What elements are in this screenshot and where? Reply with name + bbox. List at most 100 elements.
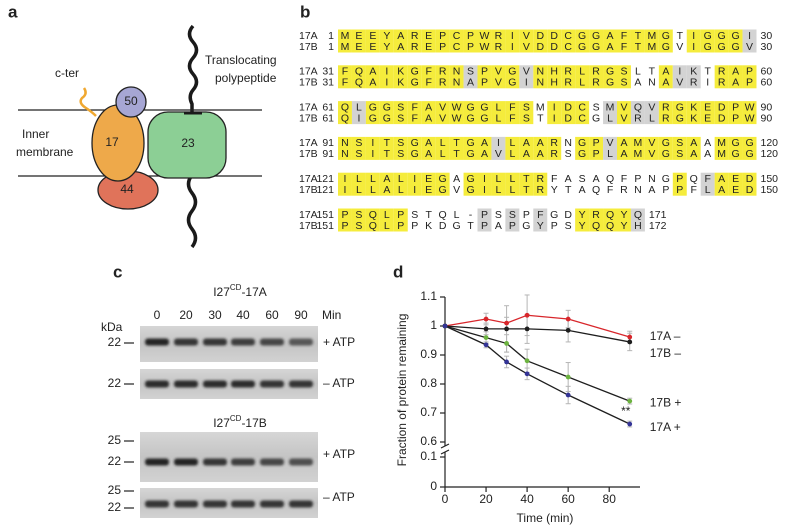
- residue: H: [550, 77, 558, 89]
- marker-label: 22: [108, 500, 122, 514]
- shade: [477, 136, 492, 160]
- shade: [435, 172, 450, 196]
- residue: I: [511, 41, 514, 53]
- shade: [575, 29, 590, 53]
- lanes-unit: Min: [322, 308, 341, 322]
- condition-label: – ATP: [323, 376, 355, 390]
- shade: [658, 101, 673, 125]
- shade: [533, 136, 548, 160]
- residue: Y: [620, 220, 627, 232]
- residue: A: [537, 148, 544, 160]
- point: [524, 312, 530, 318]
- residue: Q: [634, 209, 642, 221]
- residue: C: [564, 41, 572, 53]
- residue: N: [648, 77, 656, 89]
- shade: [547, 29, 562, 53]
- residue: P: [593, 148, 600, 160]
- residue: T: [384, 148, 391, 160]
- residue: N: [341, 148, 349, 160]
- residue: G: [578, 30, 586, 42]
- gel: [140, 326, 318, 362]
- residue: S: [676, 148, 683, 160]
- residue: G: [369, 101, 377, 113]
- gel-band: [145, 458, 169, 466]
- residue: G: [662, 173, 670, 185]
- gel-band: [145, 500, 169, 508]
- polypeptide: [186, 24, 199, 249]
- residue: A: [397, 41, 404, 53]
- gel-band: [260, 338, 284, 346]
- residue: S: [355, 209, 362, 221]
- series-line: [444, 325, 631, 425]
- residue: P: [634, 173, 641, 185]
- residue: T: [704, 66, 711, 78]
- residue: E: [732, 184, 739, 196]
- residue: A: [620, 148, 627, 160]
- gel-band: [260, 380, 284, 388]
- gels: 0 20 30 40 60 90 22 + ATP 22 – ATP 25 22 + ATP 25 22 – …: [108, 308, 355, 518]
- gel-band: [231, 500, 255, 508]
- residue: F: [704, 173, 710, 185]
- x-tick-label: 60: [561, 492, 575, 506]
- residue: P: [467, 41, 474, 53]
- residue: P: [509, 220, 516, 232]
- c-ter-label: c-ter: [55, 66, 79, 80]
- residue: K: [397, 77, 404, 89]
- shade: [463, 136, 478, 160]
- shade: [365, 29, 380, 53]
- residue: G: [731, 137, 739, 149]
- residue: A: [425, 137, 432, 149]
- residue: P: [662, 184, 669, 196]
- shade: [672, 65, 687, 89]
- shade: [407, 172, 422, 196]
- residue: G: [731, 148, 739, 160]
- shade: [603, 101, 617, 125]
- shade: [603, 208, 617, 232]
- residue: A: [523, 137, 530, 149]
- residue: R: [495, 41, 503, 53]
- residue: S: [467, 66, 474, 78]
- shade: [589, 29, 604, 53]
- residue: M: [606, 101, 615, 113]
- residue: A: [690, 137, 697, 149]
- shade: [519, 65, 534, 89]
- residue: N: [536, 66, 544, 78]
- shade: [435, 65, 450, 89]
- residue: V: [523, 66, 530, 78]
- residue: A: [481, 137, 488, 149]
- seq-end: 90: [761, 101, 773, 113]
- y-tick-label: 1: [430, 318, 437, 332]
- residue: G: [662, 41, 670, 53]
- marker-label: 22: [108, 454, 122, 468]
- point: [627, 421, 633, 427]
- y-tick-label: 1.1: [420, 289, 437, 303]
- residue: A: [648, 184, 655, 196]
- residue: L: [635, 66, 641, 78]
- shade: [658, 29, 673, 53]
- seq-end: 90: [761, 112, 773, 124]
- seq-name: 17B: [299, 77, 318, 89]
- shade: [700, 172, 715, 196]
- gel: [140, 432, 318, 482]
- residue: Y: [383, 41, 390, 53]
- residue: G: [466, 148, 474, 160]
- seq-end: 30: [761, 41, 773, 53]
- point: [524, 371, 530, 377]
- subunit-label: 17: [105, 135, 119, 149]
- residue: A: [565, 173, 572, 185]
- residue: A: [523, 148, 530, 160]
- residue: V: [620, 112, 627, 124]
- residue: I: [497, 137, 500, 149]
- shade: [533, 172, 548, 196]
- shade: [379, 208, 394, 232]
- residue: V: [439, 101, 446, 113]
- subunit-label: 23: [181, 136, 195, 150]
- residue: N: [453, 77, 461, 89]
- seq-name: 17B: [299, 41, 318, 53]
- residue: I: [344, 173, 347, 185]
- residue: F: [509, 112, 515, 124]
- point: [483, 342, 489, 348]
- residue: W: [480, 41, 490, 53]
- residue: C: [453, 41, 461, 53]
- gel-band: [145, 338, 169, 346]
